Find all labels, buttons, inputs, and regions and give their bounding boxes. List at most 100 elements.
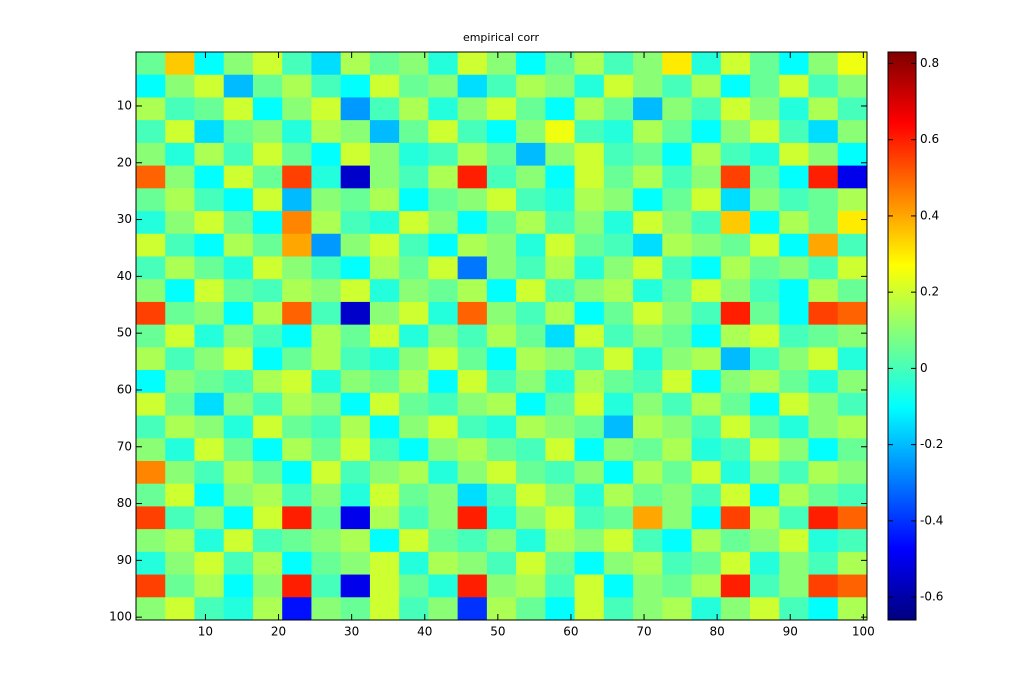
- cell: [779, 74, 809, 98]
- cell: [428, 370, 459, 394]
- cell: [165, 597, 195, 621]
- cell: [837, 506, 868, 530]
- cell: [282, 415, 312, 439]
- cell: [399, 597, 429, 621]
- cell: [603, 74, 634, 98]
- y-tick-label: 10: [117, 98, 132, 112]
- cell: [223, 52, 254, 76]
- cell: [574, 233, 605, 257]
- cell: [516, 370, 546, 394]
- cell: [223, 438, 254, 462]
- cell: [720, 74, 751, 98]
- cell: [369, 165, 400, 189]
- cell: [252, 370, 283, 394]
- cell: [633, 347, 663, 371]
- cell: [691, 233, 722, 257]
- cell: [165, 483, 195, 507]
- cell: [399, 529, 429, 553]
- cell: [633, 392, 663, 416]
- cell: [662, 52, 692, 76]
- cell: [428, 233, 459, 257]
- cell: [194, 415, 225, 439]
- cell: [428, 52, 459, 76]
- cell: [750, 165, 780, 189]
- cell: [720, 415, 751, 439]
- cell: [136, 256, 166, 280]
- cell: [574, 188, 605, 212]
- cell: [691, 211, 722, 235]
- cell: [311, 597, 342, 621]
- cell: [750, 551, 780, 575]
- cell: [428, 415, 459, 439]
- cell: [691, 574, 722, 598]
- cell: [574, 551, 605, 575]
- cell: [428, 97, 459, 121]
- cell: [223, 347, 254, 371]
- cell: [691, 142, 722, 166]
- cell: [165, 370, 195, 394]
- cell: [428, 279, 459, 303]
- cell: [486, 438, 517, 462]
- cell: [545, 97, 575, 121]
- cell: [633, 52, 663, 76]
- cell: [165, 438, 195, 462]
- cell: [252, 188, 283, 212]
- cell: [633, 188, 663, 212]
- cell: [662, 551, 692, 575]
- cell: [457, 529, 488, 553]
- cell: [369, 551, 400, 575]
- cell: [223, 279, 254, 303]
- cell: [428, 211, 459, 235]
- cell: [136, 211, 166, 235]
- cell: [837, 301, 868, 326]
- cell: [837, 324, 868, 348]
- cell: [428, 438, 459, 462]
- cell: [603, 460, 634, 485]
- cell: [837, 438, 868, 462]
- cell: [369, 347, 400, 371]
- cell: [282, 574, 312, 598]
- cell: [399, 551, 429, 575]
- cell: [194, 74, 225, 98]
- cell: [603, 165, 634, 189]
- cell: [369, 460, 400, 485]
- cell: [837, 370, 868, 394]
- cell: [633, 597, 663, 621]
- cell: [282, 233, 312, 257]
- cell: [779, 188, 809, 212]
- cell: [252, 597, 283, 621]
- cell: [750, 370, 780, 394]
- cell: [691, 52, 722, 76]
- cell: [720, 142, 751, 166]
- cell: [545, 211, 575, 235]
- cell: [516, 74, 546, 98]
- cell: [720, 597, 751, 621]
- cell: [633, 460, 663, 485]
- cell: [779, 529, 809, 553]
- cell: [808, 165, 839, 189]
- cell: [750, 597, 780, 621]
- cell: [428, 506, 459, 530]
- cell: [311, 529, 342, 553]
- cell: [545, 551, 575, 575]
- cell: [340, 188, 371, 212]
- cell: [223, 324, 254, 348]
- cell: [252, 165, 283, 189]
- cell: [399, 188, 429, 212]
- cell: [633, 370, 663, 394]
- cell: [837, 233, 868, 257]
- cell: [282, 438, 312, 462]
- cell: [223, 506, 254, 530]
- cell: [340, 301, 371, 326]
- cell: [223, 233, 254, 257]
- cell: [837, 347, 868, 371]
- cell: [662, 392, 692, 416]
- cell: [194, 301, 225, 326]
- cell: [750, 142, 780, 166]
- cell: [750, 97, 780, 121]
- cell: [136, 506, 166, 530]
- cell: [311, 52, 342, 76]
- cell: [252, 438, 283, 462]
- cell: [603, 392, 634, 416]
- cell: [603, 438, 634, 462]
